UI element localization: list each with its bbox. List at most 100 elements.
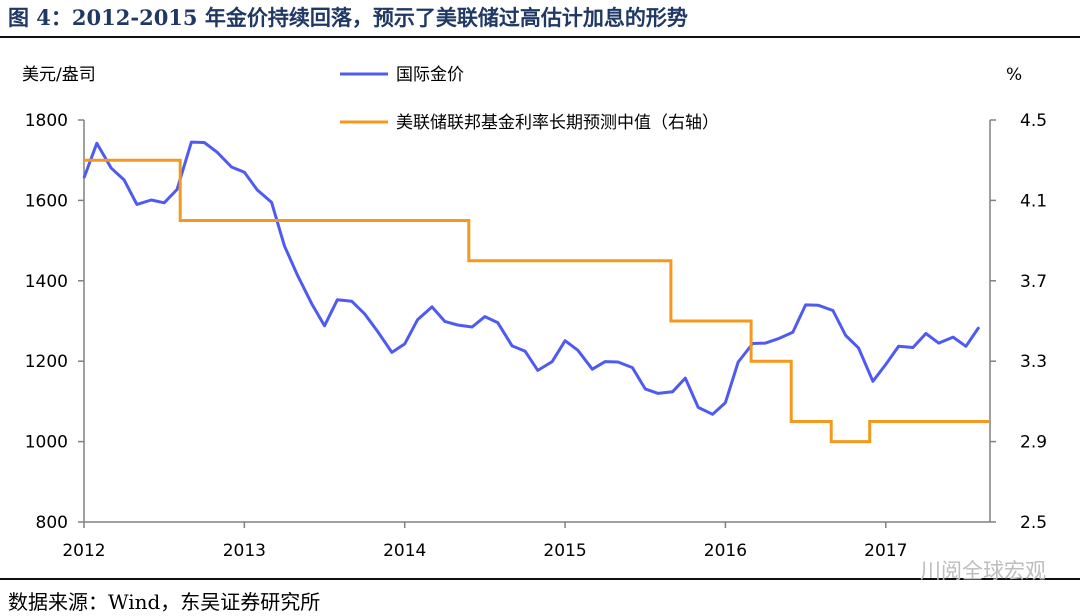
chart-ticks: 800 1000 1200 1400 1600 1800 2.5 2.9 3.3 3.7 4.1 4.… [25,111,1047,561]
x-tick-label: 2016 [704,541,747,561]
data-point-gold [176,188,178,191]
data-point-gold [431,306,433,308]
data-point-gold [872,380,874,383]
data-point-gold [925,332,927,335]
data-point-gold [310,302,313,305]
data-point-gold [403,343,406,345]
data-point-gold [777,337,780,340]
legend-label-gold: 国际金价 [396,65,464,85]
data-point-gold [283,245,286,247]
right-tick-label: 3.7 [1020,272,1047,292]
data-point-gold [296,274,299,276]
x-tick-label: 2015 [543,541,586,561]
data-point-gold [551,360,553,363]
data-point-gold [897,345,900,348]
data-point-gold [764,342,767,344]
right-tick-label: 3.3 [1020,352,1047,372]
source-note: 数据来源：Wind，东吴证券研究所 [8,590,321,614]
data-point-gold [537,369,539,372]
watermark: 川阅全球宏观 [920,559,1046,583]
data-point-gold [804,304,807,306]
data-point-gold [376,330,379,332]
data-point-gold [792,331,794,334]
data-point-gold [817,304,820,307]
data-point-gold [604,360,606,363]
data-point-gold [391,351,393,354]
data-point-gold [471,326,473,328]
data-point-gold [96,142,98,145]
data-point-gold [136,203,138,206]
data-point-gold [243,171,246,174]
left-tick-label: 1600 [25,191,68,211]
series-line-fed-rate [84,158,990,444]
chart-axes [83,120,991,523]
data-point-gold [737,361,739,363]
data-point-gold [496,321,499,324]
data-point-gold [591,368,594,371]
data-point-gold [978,326,980,329]
right-tick-label: 2.9 [1020,433,1047,453]
data-point-gold [832,309,834,312]
left-axis-unit: 美元/盎司 [22,65,96,85]
data-point-gold [577,349,579,352]
chart-series [82,140,990,444]
data-point-gold [857,347,860,349]
left-tick-label: 1200 [25,352,68,372]
data-point-gold [456,324,459,326]
x-tick-label: 2017 [864,541,907,561]
data-point-gold [230,166,233,168]
data-point-gold [617,361,619,363]
data-point-gold [952,336,954,338]
data-point-gold [123,179,125,181]
data-point-gold [216,151,218,153]
data-point-gold [351,300,353,303]
data-point-gold [203,141,206,144]
data-point-gold [724,401,727,404]
data-point-gold [711,413,714,416]
source-rule [0,578,1080,580]
data-point-gold [844,334,847,337]
title-rule [0,36,1080,38]
data-point-gold [190,141,193,143]
data-point-gold [163,202,165,204]
x-tick-label: 2014 [383,541,426,561]
data-point-gold [416,319,419,321]
chart-legend: 国际金价 美联储联邦基金利率长期预测中值（右轴） [340,65,719,133]
right-axis-unit: % [1006,65,1022,85]
data-point-gold [965,345,967,348]
right-tick-label: 4.1 [1020,191,1047,211]
series-line-gold [82,140,981,416]
data-point-gold [336,298,339,301]
right-tick-label: 4.5 [1020,111,1047,131]
data-point-gold [524,350,526,352]
data-point-gold [150,199,153,201]
legend-label-fed-rate: 美联储联邦基金利率长期预测中值（右轴） [396,113,719,133]
data-point-gold [697,406,699,409]
x-tick-label: 2012 [62,541,105,561]
left-tick-label: 1400 [25,272,68,292]
data-point-gold [110,167,113,169]
data-point-gold [511,345,513,347]
data-point-gold [631,366,634,369]
data-point-gold [885,363,887,366]
left-tick-label: 1000 [25,433,68,453]
data-point-gold [912,346,914,349]
data-point-gold [444,320,446,323]
data-point-gold [684,377,687,379]
data-point-gold [484,315,486,318]
data-point-gold [657,392,659,395]
data-point-gold [323,325,326,327]
left-tick-label: 800 [36,513,68,533]
data-point-gold [671,391,674,393]
data-point-gold [256,189,259,191]
chart: 800 1000 1200 1400 1600 1800 2.5 2.9 3.3 3.7 4.1 4.… [22,65,1047,561]
left-tick-label: 1800 [25,111,68,131]
data-point-gold [564,339,566,342]
data-point-gold [83,177,85,179]
data-point-gold [270,201,273,204]
figure-title: 图 4：2012-2015 年金价持续回落，预示了美联储过高估计加息的形势 [8,5,688,30]
right-tick-label: 2.5 [1020,513,1047,533]
data-point-gold [937,342,940,344]
x-tick-label: 2013 [223,541,266,561]
data-point-gold [644,388,646,390]
